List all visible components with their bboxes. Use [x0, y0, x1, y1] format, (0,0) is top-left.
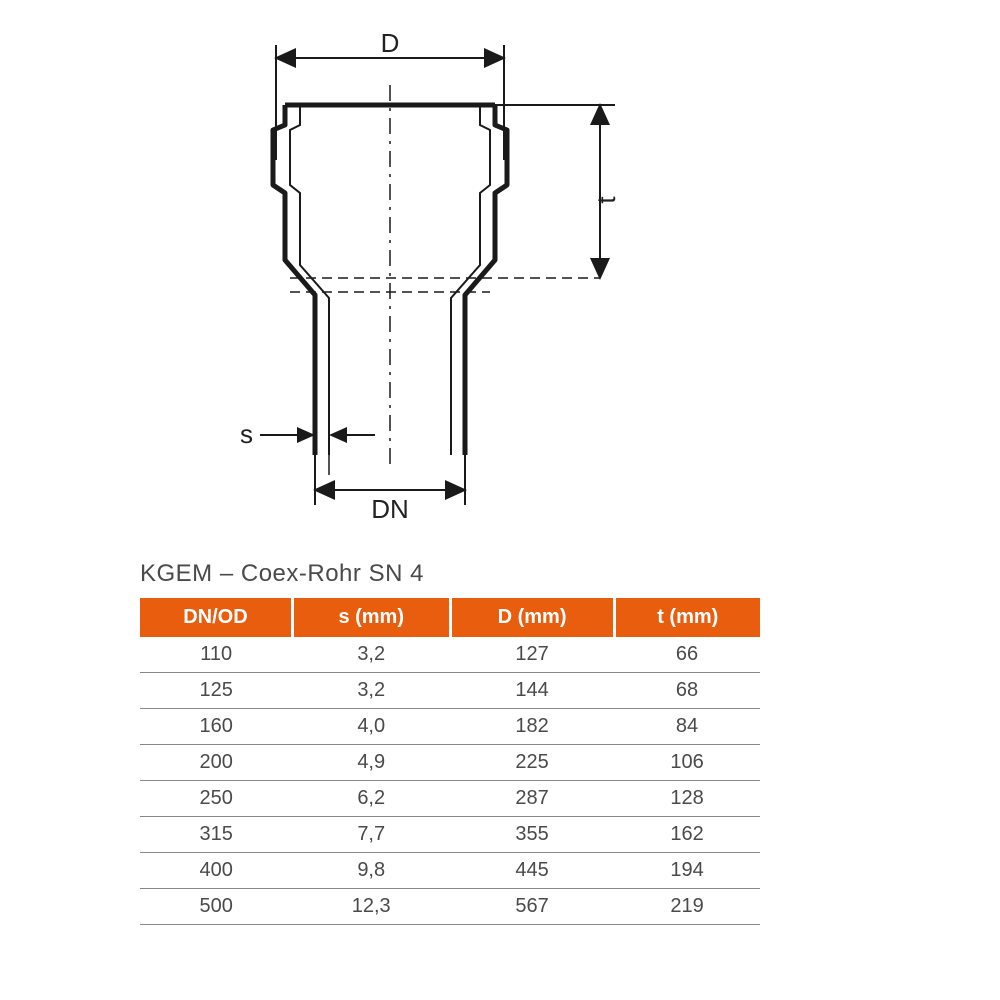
table-cell: 12,3: [292, 889, 450, 925]
table-cell: 3,2: [292, 637, 450, 673]
table-cell: 567: [450, 889, 614, 925]
table-header-cell: s (mm): [292, 598, 450, 637]
table-cell: 355: [450, 817, 614, 853]
spec-table: DN/ODs (mm)D (mm)t (mm) 1103,2127661253,…: [140, 598, 760, 925]
table-cell: 182: [450, 709, 614, 745]
table-row: 2004,9225106: [140, 745, 760, 781]
table-header-cell: DN/OD: [140, 598, 292, 637]
table-cell: 160: [140, 709, 292, 745]
table-cell: 287: [450, 781, 614, 817]
table-row: 1253,214468: [140, 673, 760, 709]
table-header-cell: D (mm): [450, 598, 614, 637]
table-row: 2506,2287128: [140, 781, 760, 817]
table-cell: 7,7: [292, 817, 450, 853]
table-cell: 106: [614, 745, 760, 781]
table-cell: 219: [614, 889, 760, 925]
table-cell: 84: [614, 709, 760, 745]
table-cell: 200: [140, 745, 292, 781]
table-cell: 125: [140, 673, 292, 709]
table-row: 4009,8445194: [140, 853, 760, 889]
dim-label-D: D: [381, 30, 400, 58]
table-cell: 4,0: [292, 709, 450, 745]
table-cell: 66: [614, 637, 760, 673]
table-cell: 194: [614, 853, 760, 889]
table-cell: 315: [140, 817, 292, 853]
table-cell: 128: [614, 781, 760, 817]
table-row: 1604,018284: [140, 709, 760, 745]
dim-label-s: s: [240, 419, 253, 449]
table-cell: 3,2: [292, 673, 450, 709]
table-cell: 225: [450, 745, 614, 781]
table-row: 50012,3567219: [140, 889, 760, 925]
table-header-cell: t (mm): [614, 598, 760, 637]
table-cell: 250: [140, 781, 292, 817]
table-cell: 9,8: [292, 853, 450, 889]
table-cell: 162: [614, 817, 760, 853]
table-cell: 110: [140, 637, 292, 673]
table-cell: 68: [614, 673, 760, 709]
table-cell: 6,2: [292, 781, 450, 817]
table-cell: 144: [450, 673, 614, 709]
table-cell: 4,9: [292, 745, 450, 781]
table-row: 3157,7355162: [140, 817, 760, 853]
dim-label-DN: DN: [371, 494, 409, 520]
table-row: 1103,212766: [140, 637, 760, 673]
pipe-diagram: D t s DN: [140, 30, 700, 520]
dim-label-t: t: [591, 196, 621, 204]
table-cell: 500: [140, 889, 292, 925]
table-title: KGEM – Coex-Rohr SN 4: [140, 560, 760, 588]
table-cell: 127: [450, 637, 614, 673]
spec-table-region: KGEM – Coex-Rohr SN 4 DN/ODs (mm)D (mm)t…: [140, 560, 760, 925]
table-cell: 445: [450, 853, 614, 889]
table-cell: 400: [140, 853, 292, 889]
